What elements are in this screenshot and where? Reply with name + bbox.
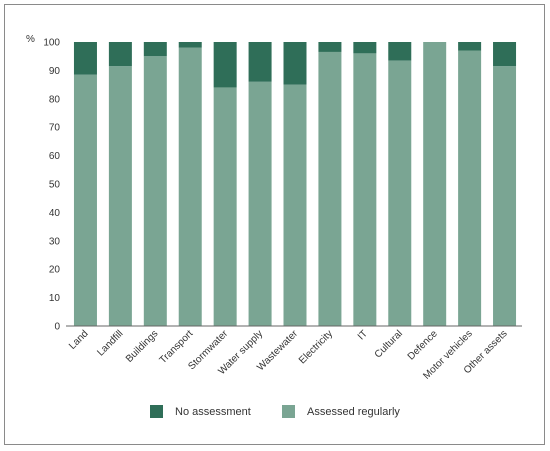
legend-label-no-assessment: No assessment bbox=[175, 406, 251, 418]
bar-assessed-regularly bbox=[353, 53, 377, 327]
bar-assessed-regularly bbox=[318, 51, 342, 326]
x-axis: Land LandfillBuildingsTransportStormwater… bbox=[67, 328, 510, 382]
bar-no-assessment bbox=[108, 42, 132, 67]
bar-no-assessment bbox=[353, 42, 377, 54]
bar-no-assessment bbox=[318, 42, 342, 52]
bar-no-assessment bbox=[73, 42, 97, 75]
bar-no-assessment bbox=[213, 42, 237, 88]
y-tick-label: 40 bbox=[49, 208, 61, 219]
bar-no-assessment bbox=[143, 42, 167, 57]
x-category-label: Defence bbox=[406, 328, 440, 362]
y-tick-label: 100 bbox=[43, 38, 60, 49]
x-category-label: IT bbox=[356, 328, 370, 342]
y-tick-label: 20 bbox=[49, 265, 61, 276]
bar-assessed-regularly bbox=[143, 56, 167, 326]
y-tick-label: 60 bbox=[49, 151, 61, 162]
y-axis: 0 10 20 30 40 50 60 70 80 90 100 bbox=[43, 38, 60, 333]
y-tick-label: 30 bbox=[49, 236, 61, 247]
x-category-label: Cultural bbox=[373, 328, 405, 360]
y-tick-label: 80 bbox=[49, 94, 61, 105]
bar-no-assessment bbox=[493, 42, 517, 67]
y-tick-label: 70 bbox=[49, 123, 61, 134]
bar-assessed-regularly bbox=[493, 66, 517, 326]
x-category-label: Land bbox=[67, 328, 91, 352]
bar-assessed-regularly bbox=[248, 81, 272, 326]
bars-group bbox=[66, 42, 522, 327]
bar-assessed-regularly bbox=[73, 74, 97, 326]
legend-swatch-no-assessment bbox=[150, 405, 163, 418]
y-tick-label: 10 bbox=[49, 293, 61, 304]
bar-no-assessment bbox=[388, 42, 412, 61]
bar-no-assessment bbox=[283, 42, 307, 85]
bar-no-assessment bbox=[248, 42, 272, 82]
bar-assessed-regularly bbox=[423, 42, 447, 326]
legend-label-assessed-regularly: Assessed regularly bbox=[307, 406, 400, 418]
x-category-label: Landfill bbox=[95, 328, 125, 358]
bar-no-assessment bbox=[458, 42, 482, 51]
y-tick-label: 90 bbox=[49, 66, 61, 77]
bar-assessed-regularly bbox=[458, 50, 482, 327]
bar-assessed-regularly bbox=[213, 87, 237, 326]
bar-assessed-regularly bbox=[178, 47, 202, 327]
x-category-label: Electricity bbox=[297, 328, 335, 366]
x-category-label: Buildings bbox=[124, 328, 160, 364]
bar-assessed-regularly bbox=[108, 66, 132, 326]
bar-assessed-regularly bbox=[283, 84, 307, 326]
bar-no-assessment bbox=[178, 42, 202, 48]
y-tick-label: 0 bbox=[54, 322, 60, 333]
bar-assessed-regularly bbox=[388, 60, 412, 327]
y-axis-unit-label: % bbox=[26, 34, 35, 45]
legend: No assessment Assessed regularly bbox=[150, 405, 400, 418]
legend-swatch-assessed-regularly bbox=[282, 405, 295, 418]
y-tick-label: 50 bbox=[49, 180, 61, 191]
